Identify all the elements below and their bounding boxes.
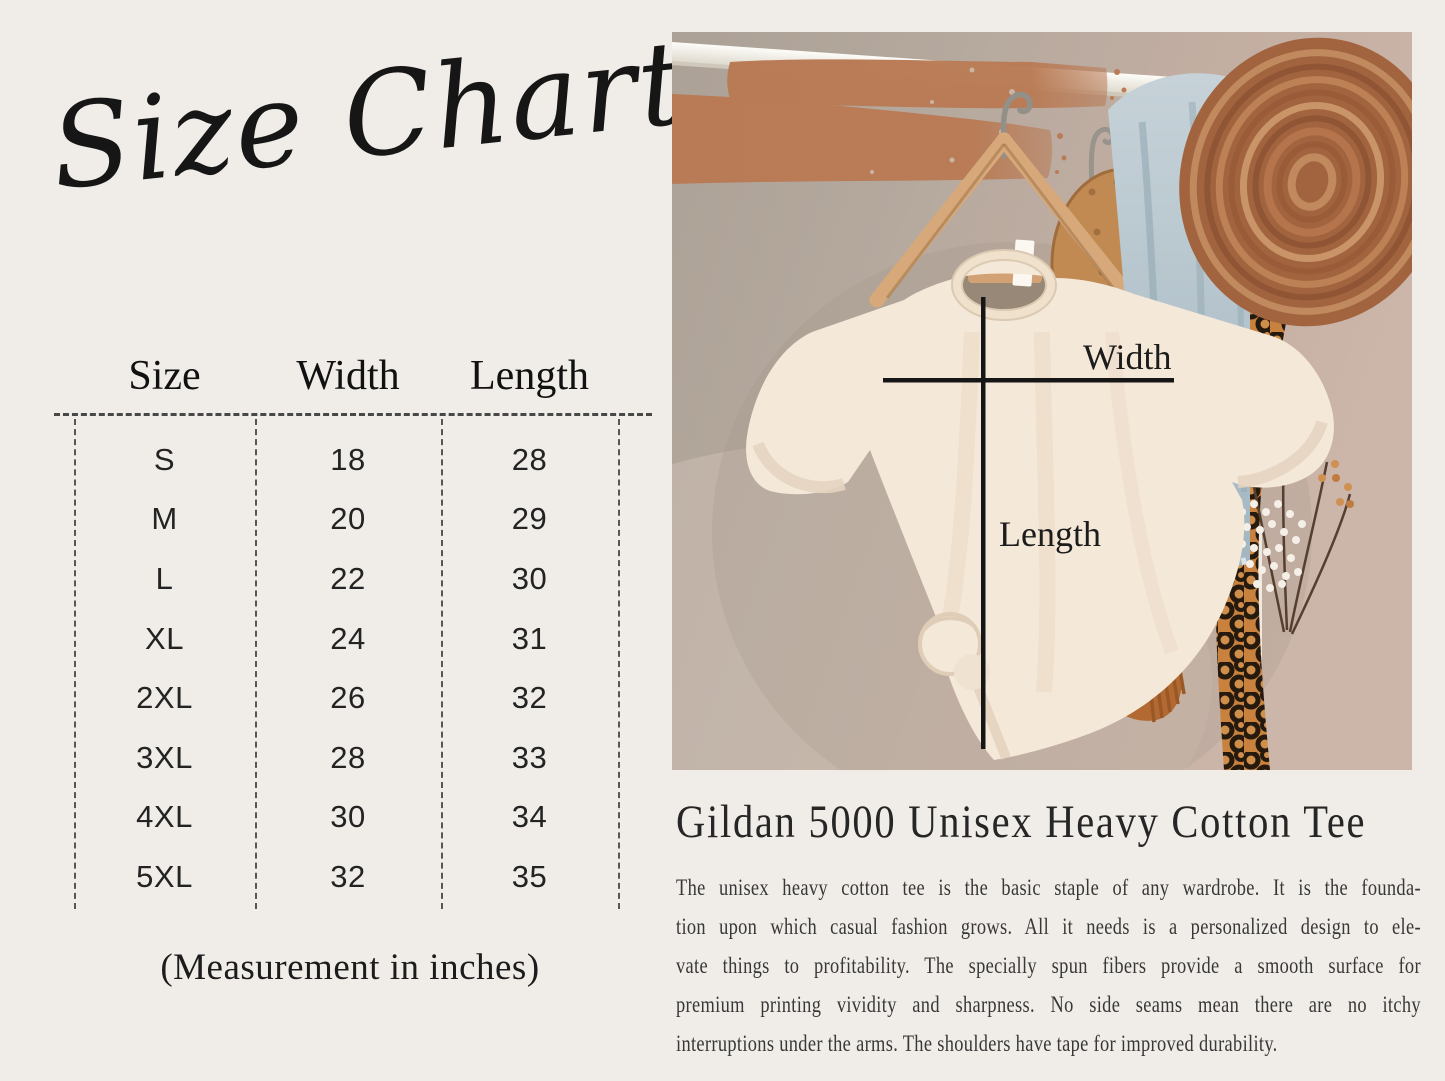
cell-size: 3XL bbox=[136, 739, 193, 775]
column-header-length: Length bbox=[470, 353, 589, 399]
measurement-overlay: Width Length bbox=[883, 297, 1174, 749]
width-line bbox=[883, 378, 1174, 383]
hanger-hook-icon bbox=[1000, 91, 1033, 159]
header-underline bbox=[54, 413, 652, 416]
second-hook-icon bbox=[1088, 126, 1116, 203]
tshirt-graphic bbox=[746, 239, 1334, 760]
length-line bbox=[981, 297, 986, 749]
cell-width: 30 bbox=[330, 799, 366, 835]
cell-size: M bbox=[151, 501, 178, 537]
table-gridline bbox=[255, 419, 257, 909]
cell-length: 29 bbox=[511, 501, 548, 537]
product-description: The unisex heavy cotton tee is the basic… bbox=[676, 868, 1421, 1063]
cell-width: 24 bbox=[330, 620, 366, 656]
size-table-headers: Size Width Length bbox=[74, 352, 618, 400]
table-row: 4XL 30 34 bbox=[74, 788, 618, 848]
size-table: Size Width Length S 18 28 M 20 29 L 22 3… bbox=[54, 352, 652, 912]
table-row: 2XL 26 32 bbox=[74, 668, 618, 728]
table-row: L 22 30 bbox=[74, 549, 618, 609]
straw-hat bbox=[1179, 37, 1445, 327]
description-line: premium printing vividity and sharpness.… bbox=[676, 992, 1421, 1017]
product-photo: Width Length bbox=[452, 32, 1445, 922]
table-row: M 20 29 bbox=[74, 490, 618, 550]
cell-length: 34 bbox=[511, 799, 548, 835]
column-header-width: Width bbox=[296, 353, 400, 399]
table-gridline bbox=[441, 419, 443, 909]
description-line: tion upon which casual fashion grows. Al… bbox=[676, 914, 1421, 939]
cell-size: 4XL bbox=[136, 799, 193, 835]
cell-size: 5XL bbox=[136, 858, 193, 894]
description-line: vate things to profitability. The specia… bbox=[676, 953, 1421, 978]
table-row: S 18 28 bbox=[74, 430, 618, 490]
size-chart-title: Size Chart bbox=[44, 15, 694, 217]
product-name: Gildan 5000 Unisex Heavy Cotton Tee bbox=[676, 796, 1367, 848]
table-row: 5XL 32 35 bbox=[74, 847, 618, 907]
cell-width: 26 bbox=[330, 680, 366, 716]
cell-size: 2XL bbox=[136, 680, 193, 716]
table-gridline bbox=[618, 419, 620, 909]
column-header-size: Size bbox=[128, 353, 201, 399]
cell-width: 22 bbox=[330, 560, 366, 596]
measurement-note: (Measurement in inches) bbox=[160, 947, 540, 988]
cell-width: 28 bbox=[330, 739, 366, 775]
table-gridline bbox=[74, 419, 76, 909]
width-label: Width bbox=[1083, 337, 1172, 377]
cell-size: L bbox=[155, 560, 174, 596]
cell-width: 18 bbox=[330, 441, 366, 477]
table-row: XL 24 31 bbox=[74, 609, 618, 669]
cell-length: 28 bbox=[511, 441, 548, 477]
cell-width: 32 bbox=[330, 858, 366, 894]
cell-length: 32 bbox=[511, 680, 548, 716]
cell-length: 30 bbox=[511, 560, 548, 596]
table-row: 3XL 28 33 bbox=[74, 728, 618, 788]
cell-width: 20 bbox=[330, 501, 366, 537]
cell-size: S bbox=[153, 441, 176, 477]
cell-length: 31 bbox=[511, 620, 548, 656]
cell-length: 35 bbox=[511, 858, 548, 894]
size-table-rows: S 18 28 M 20 29 L 22 30 XL 24 31 bbox=[74, 430, 618, 907]
description-line: interruptions under the arms. The should… bbox=[676, 1031, 1278, 1056]
cell-size: XL bbox=[145, 620, 184, 656]
wooden-hanger bbox=[869, 132, 1140, 308]
cell-length: 33 bbox=[511, 739, 548, 775]
length-label: Length bbox=[999, 514, 1101, 554]
description-line: The unisex heavy cotton tee is the basic… bbox=[676, 875, 1421, 900]
